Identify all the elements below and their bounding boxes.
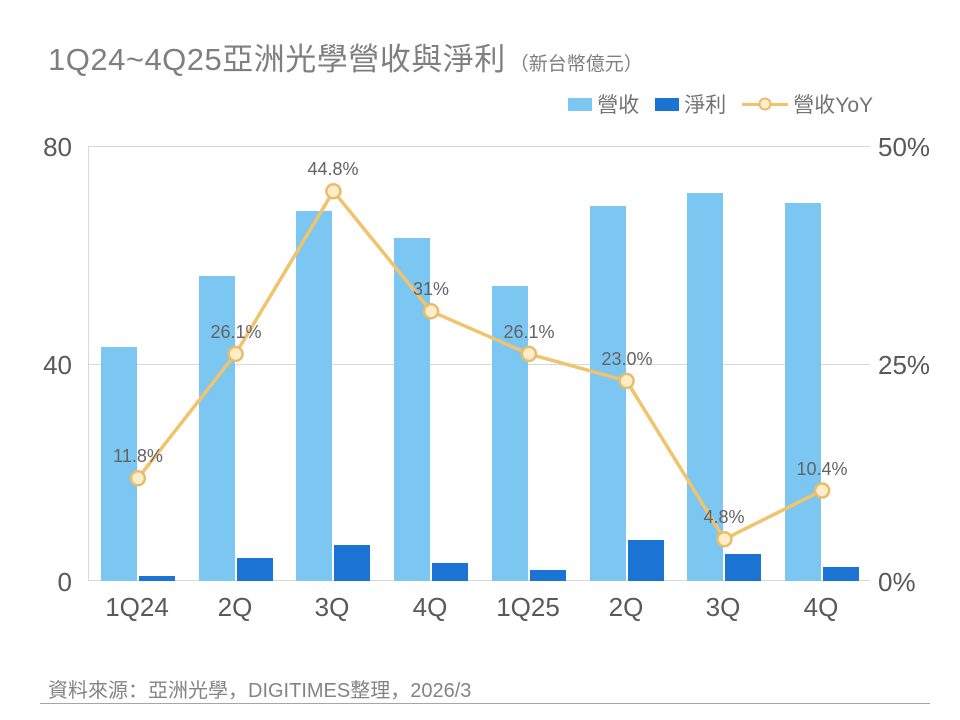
revenue-bar-1Q24 bbox=[101, 347, 137, 581]
plot-area: 11.8% 26.1% 44.8% 31% 26.1% 23.0% 4.8% 10.4% bbox=[88, 146, 870, 581]
source-note: 資料來源：亞洲光學，DIGITIMES整理，2026/3 bbox=[48, 680, 472, 702]
profit-bar-4Q bbox=[823, 567, 859, 581]
yoy-point-label-1Q24: 11.8% bbox=[113, 446, 163, 466]
yoy-marker-1Q24 bbox=[129, 470, 147, 487]
y-tick-label-left-80: 80 bbox=[43, 132, 72, 162]
gridline bbox=[89, 146, 870, 147]
yoy-marker-3Q bbox=[325, 182, 342, 200]
yoy-line-marker-icon bbox=[742, 97, 789, 112]
chart-title-row: 1Q24~4Q25亞洲光學營收與淨利 （新台幣億元） bbox=[48, 34, 643, 79]
x-tick-label-1Q24-0: 1Q24 bbox=[105, 592, 169, 622]
yoy-marker-4Q bbox=[813, 482, 831, 499]
yoy-marker-1Q25 bbox=[520, 345, 538, 363]
revenue-bar-2Q bbox=[590, 206, 626, 581]
chart-title-unit: （新台幣億元） bbox=[509, 54, 643, 75]
x-tick-label-4Q-3: 4Q bbox=[412, 592, 448, 622]
yoy-point-label-1Q25: 26.1% bbox=[503, 322, 555, 342]
gridline bbox=[89, 580, 870, 581]
x-tick-label-2Q-5: 2Q bbox=[608, 592, 644, 622]
y-tick-label-right-50%: 50% bbox=[878, 132, 931, 162]
revenue-swatch bbox=[568, 97, 593, 111]
revenue-bar-1Q25 bbox=[492, 286, 528, 581]
yoy-line bbox=[136, 189, 823, 541]
y-tick-label-left-0: 0 bbox=[57, 567, 72, 597]
revenue-bar-3Q bbox=[687, 193, 723, 581]
legend-label-yoy: 營收YoY bbox=[793, 94, 873, 117]
profit-bar-4Q bbox=[432, 563, 468, 581]
legend-label-profit: 淨利 bbox=[684, 94, 727, 117]
yoy-marker-4Q bbox=[422, 303, 440, 320]
revenue-bar-4Q bbox=[785, 203, 821, 581]
chart-title: 1Q24~4Q25亞洲光學營收與淨利 bbox=[48, 42, 506, 77]
profit-bar-2Q bbox=[628, 540, 664, 581]
footer-divider bbox=[40, 703, 930, 704]
legend-item-revenue: 營收 bbox=[568, 89, 639, 119]
x-tick-label-2Q-1: 2Q bbox=[217, 592, 253, 622]
profit-bar-3Q bbox=[725, 554, 761, 581]
yoy-point-label-2Q: 26.1% bbox=[210, 322, 262, 342]
y-tick-label-right-0%: 0% bbox=[878, 567, 916, 597]
yoy-marker-3Q bbox=[716, 530, 733, 548]
profit-bar-1Q25 bbox=[530, 570, 566, 581]
x-tick-label-4Q-7: 4Q bbox=[803, 592, 839, 622]
x-tick-label-3Q-2: 3Q bbox=[314, 592, 350, 622]
revenue-bar-4Q bbox=[394, 238, 430, 581]
profit-swatch bbox=[655, 97, 680, 111]
yoy-point-label-4Q: 31% bbox=[412, 279, 450, 299]
profit-bar-3Q bbox=[334, 545, 370, 581]
yoy-marker-2Q bbox=[618, 372, 635, 390]
legend-item-yoy: 營收YoY bbox=[742, 89, 873, 119]
legend-item-profit: 淨利 bbox=[655, 89, 726, 119]
y-tick-label-left-40: 40 bbox=[43, 350, 72, 380]
legend-label-revenue: 營收 bbox=[597, 94, 640, 117]
yoy-point-label-4Q: 10.4% bbox=[796, 459, 848, 479]
gridline bbox=[89, 364, 870, 365]
x-tick-label-3Q-6: 3Q bbox=[705, 592, 741, 622]
legend: 營收 淨利 營收YoY bbox=[568, 89, 873, 119]
y-tick-label-right-25%: 25% bbox=[878, 350, 931, 380]
yoy-point-label-3Q: 44.8% bbox=[307, 159, 359, 179]
profit-bar-1Q24 bbox=[139, 576, 175, 581]
yoy-point-label-3Q: 4.8% bbox=[703, 507, 745, 527]
yoy-point-label-2Q: 23.0% bbox=[601, 349, 653, 369]
revenue-bar-3Q bbox=[296, 211, 332, 581]
yoy-line-layer bbox=[129, 182, 831, 548]
x-tick-label-1Q25-4: 1Q25 bbox=[496, 592, 560, 622]
yoy-marker-2Q bbox=[227, 345, 244, 363]
revenue-bar-2Q bbox=[199, 276, 235, 581]
profit-bar-2Q bbox=[237, 558, 273, 581]
